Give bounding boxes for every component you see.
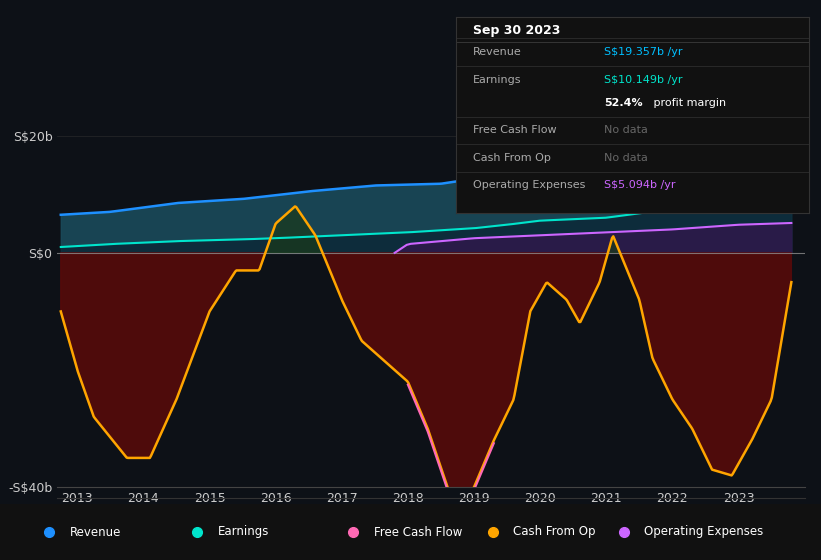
Text: Free Cash Flow: Free Cash Flow [374, 525, 462, 539]
Text: S$19.357b /yr: S$19.357b /yr [604, 47, 682, 57]
Text: Operating Expenses: Operating Expenses [474, 180, 585, 190]
Text: No data: No data [604, 125, 648, 136]
Text: Free Cash Flow: Free Cash Flow [474, 125, 557, 136]
Text: Earnings: Earnings [474, 74, 522, 85]
Text: Revenue: Revenue [474, 47, 522, 57]
Text: Operating Expenses: Operating Expenses [644, 525, 764, 539]
Text: 52.4%: 52.4% [604, 98, 643, 108]
Text: No data: No data [604, 153, 648, 163]
Text: S$5.094b /yr: S$5.094b /yr [604, 180, 676, 190]
Text: profit margin: profit margin [650, 98, 726, 108]
Text: Revenue: Revenue [70, 525, 122, 539]
Text: S$10.149b /yr: S$10.149b /yr [604, 74, 682, 85]
Text: Sep 30 2023: Sep 30 2023 [474, 24, 561, 37]
Text: Cash From Op: Cash From Op [513, 525, 595, 539]
Text: Earnings: Earnings [218, 525, 269, 539]
Text: Cash From Op: Cash From Op [474, 153, 551, 163]
